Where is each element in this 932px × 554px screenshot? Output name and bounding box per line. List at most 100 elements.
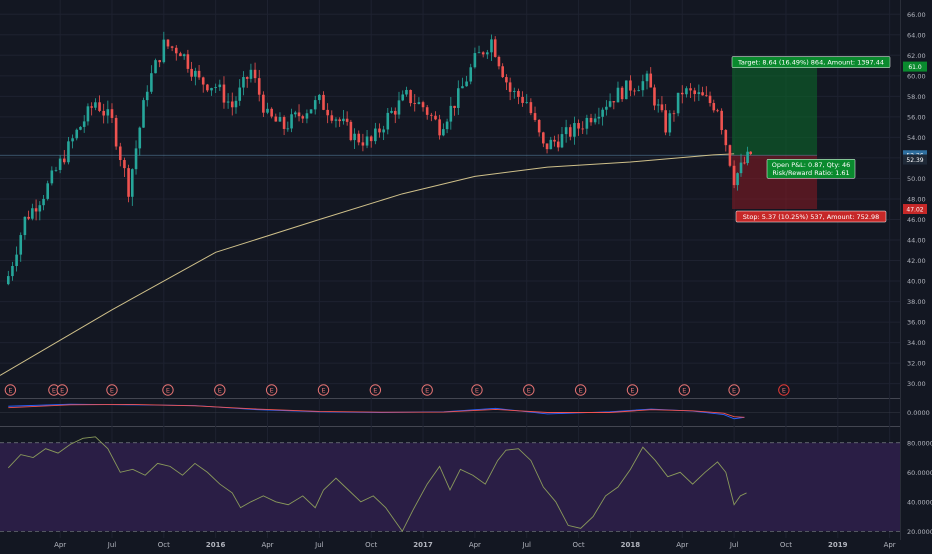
rsi-tick-label: 60.0000 bbox=[907, 469, 932, 477]
last-price-badge: 52.39 bbox=[903, 154, 927, 165]
candle-body bbox=[31, 208, 34, 219]
y-tick-label: 30.00 bbox=[907, 380, 926, 388]
earnings-marker-label: E bbox=[425, 387, 429, 395]
x-tick-label: Apr bbox=[54, 541, 66, 549]
candle-body bbox=[633, 90, 636, 92]
y-tick-label: 42.00 bbox=[907, 257, 926, 265]
earnings-marker-label: E bbox=[782, 387, 786, 395]
candle-body bbox=[134, 148, 138, 170]
macd-tick-label: 0.0000 bbox=[907, 409, 930, 417]
macd-line bbox=[8, 403, 745, 418]
y-tick-label: 46.00 bbox=[907, 216, 926, 224]
candle-body bbox=[75, 129, 79, 139]
pnl-label-box bbox=[766, 158, 856, 179]
candle-body bbox=[222, 84, 226, 103]
y-tick-label: 66.00 bbox=[907, 11, 926, 19]
candle-body bbox=[405, 89, 408, 95]
candle-body bbox=[413, 103, 417, 104]
x-tick-label: Apr bbox=[261, 541, 273, 549]
candle-body bbox=[732, 165, 736, 186]
candle-body bbox=[11, 266, 14, 277]
earnings-marker: E bbox=[471, 384, 483, 396]
candle-body bbox=[334, 119, 338, 121]
candle-body bbox=[501, 66, 504, 78]
candle-body bbox=[214, 87, 217, 89]
candle-body bbox=[142, 100, 145, 128]
candle-body bbox=[664, 110, 667, 133]
candle-body bbox=[318, 94, 321, 101]
candle-body bbox=[716, 110, 719, 112]
candle-body bbox=[123, 160, 126, 169]
rsi-tick-label: 20.0000 bbox=[907, 528, 932, 536]
target-label-box bbox=[731, 56, 891, 68]
candle-body bbox=[206, 84, 209, 91]
candle-body bbox=[553, 139, 556, 142]
earnings-marker: E bbox=[574, 384, 587, 396]
earnings-marker-circle bbox=[574, 384, 587, 396]
candle-body bbox=[568, 127, 572, 137]
candle-body bbox=[282, 117, 286, 129]
candle-body bbox=[357, 133, 361, 143]
y-tick-label: 36.00 bbox=[907, 319, 926, 327]
x-tick-label: Oct bbox=[780, 541, 792, 549]
stop-label: Stop: 5.37 (10.25%) 537, Amount: 752.98 bbox=[735, 210, 887, 223]
candle-body bbox=[293, 112, 297, 115]
candle-body bbox=[242, 77, 245, 88]
candle-body bbox=[728, 145, 732, 166]
candle-body bbox=[517, 90, 520, 97]
candle-body bbox=[374, 128, 377, 142]
candle-body bbox=[393, 110, 397, 115]
candle-body bbox=[397, 100, 401, 115]
earnings-marker-label: E bbox=[110, 387, 114, 395]
candle-body bbox=[378, 128, 381, 133]
earnings-marker-label: E bbox=[8, 387, 12, 395]
candle-body bbox=[445, 121, 449, 130]
candle-body bbox=[342, 118, 345, 122]
candle-body bbox=[166, 39, 170, 47]
candle-body bbox=[218, 84, 222, 88]
x-tick-label: 2018 bbox=[621, 541, 641, 549]
earnings-marker: E bbox=[4, 384, 17, 396]
candle-body bbox=[286, 128, 290, 130]
earnings-marker-label: E bbox=[732, 387, 736, 395]
candle-body bbox=[556, 141, 560, 148]
candle-body bbox=[118, 146, 122, 161]
x-tick-label: Apr bbox=[676, 541, 688, 549]
candle-body bbox=[641, 81, 645, 91]
candle-body bbox=[545, 143, 549, 150]
rsi-pane bbox=[0, 436, 900, 533]
target-label-text: Target: 8.64 (16.49%) 864, Amount: 1397.… bbox=[737, 59, 884, 67]
y-tick-label: 64.00 bbox=[907, 31, 926, 39]
candle-body bbox=[508, 82, 512, 92]
candle-body bbox=[353, 133, 356, 141]
candle-body bbox=[712, 103, 716, 111]
candle-body bbox=[465, 81, 468, 87]
candle-body bbox=[564, 127, 568, 135]
y-tick-label: 58.00 bbox=[907, 93, 926, 101]
earnings-marker-label: E bbox=[630, 387, 634, 395]
candle-body bbox=[326, 109, 329, 116]
candle-body bbox=[127, 168, 130, 197]
candle-body bbox=[736, 173, 739, 186]
y-tick-label: 38.00 bbox=[907, 298, 926, 306]
earnings-marker-label: E bbox=[527, 387, 531, 395]
candle-body bbox=[601, 109, 604, 117]
candle-body bbox=[442, 129, 445, 136]
y-tick-label: 50.00 bbox=[907, 175, 926, 183]
stop-price-badge-box bbox=[903, 204, 927, 215]
candle-body bbox=[560, 134, 564, 148]
candle-body bbox=[386, 112, 390, 130]
candle-body bbox=[486, 52, 489, 55]
earnings-marker-label: E bbox=[218, 387, 222, 395]
candle-body bbox=[82, 121, 86, 127]
candle-body bbox=[577, 123, 580, 129]
candle-body bbox=[537, 119, 541, 133]
candles bbox=[6, 31, 752, 286]
earnings-marker-circle bbox=[369, 384, 382, 396]
earnings-marker-circle bbox=[162, 384, 174, 396]
candle-body bbox=[490, 39, 493, 53]
candle-body bbox=[79, 126, 82, 130]
x-tick-label: Jul bbox=[107, 541, 117, 549]
